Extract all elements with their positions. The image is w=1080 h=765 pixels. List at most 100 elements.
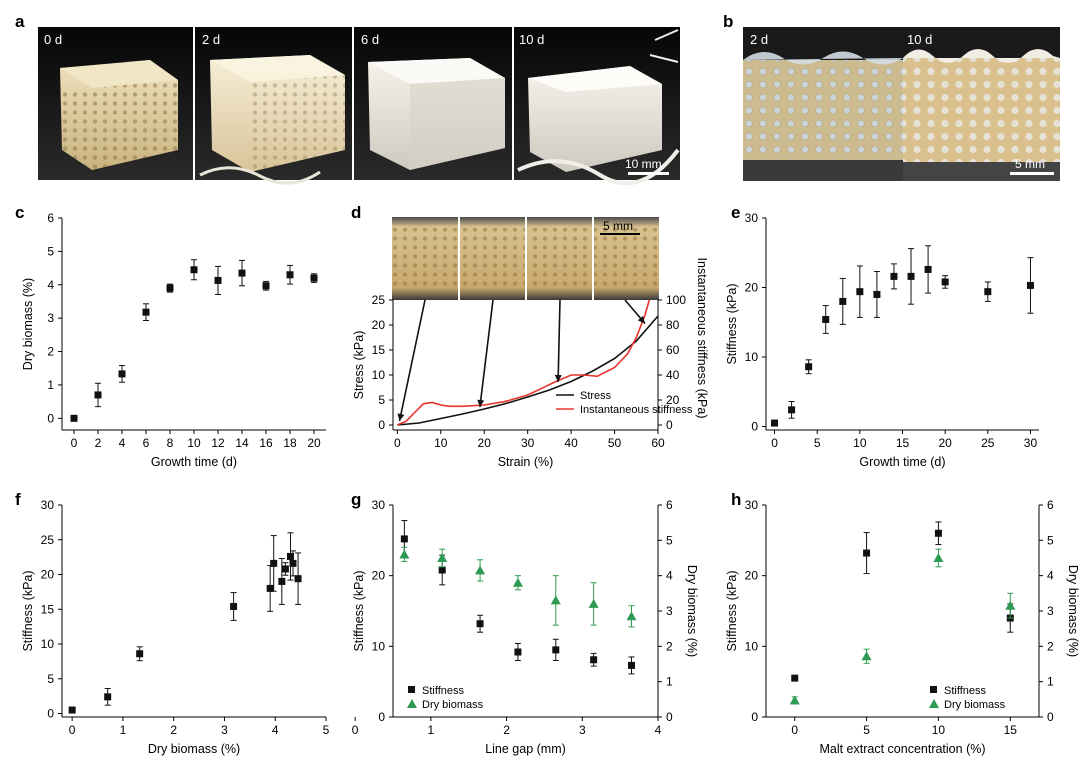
y-tick-label: 5 — [47, 244, 54, 258]
x-tick-label: 8 — [167, 436, 174, 450]
annotation-arrowhead — [397, 413, 405, 421]
photo-a-10d: 10 d 10 mm — [514, 27, 680, 186]
x-tick-label: 6 — [143, 436, 150, 450]
data-point-square — [1026, 281, 1034, 289]
data-point-square — [552, 646, 560, 654]
panel-a: a 0 d 2 d 6 d — [15, 12, 680, 186]
data-point-triangle — [789, 695, 800, 705]
chart-e: e 0 5 10 15 20 25 30 0 10 20 30 Growth time (d) Stiff… — [725, 203, 1039, 469]
x-tick-label: 15 — [896, 436, 910, 450]
data-point-triangle — [626, 611, 637, 621]
y-axis-label: Stiffness (kPa) — [352, 570, 366, 651]
y-tick-label: 10 — [372, 368, 386, 382]
data-point-square — [941, 278, 949, 286]
x-tick-label: 25 — [981, 436, 995, 450]
x-tick-label: 60 — [651, 436, 665, 450]
panel-e-label: e — [731, 203, 740, 222]
annotation-arrowhead — [477, 399, 485, 407]
data-point-square — [142, 308, 150, 316]
x-tick-label: 0 — [771, 436, 778, 450]
legend-swatch — [929, 699, 939, 708]
x-tick-label: 5 — [863, 723, 870, 737]
data-point-square — [788, 406, 796, 414]
legend-label: Stiffness — [422, 685, 464, 697]
data-point-square — [266, 584, 274, 592]
data-point-square — [924, 265, 932, 273]
data-point-square — [262, 282, 270, 290]
data-point-square — [856, 288, 864, 296]
y-tick-label: 0 — [47, 411, 54, 425]
y-tick-label: 20 — [372, 569, 386, 583]
data-point-square — [286, 271, 294, 279]
y-tick-label: 4 — [47, 278, 54, 292]
photo-a-2d: 2 d — [195, 27, 352, 185]
data-point-square — [400, 535, 408, 543]
y2-axis-label: Instantaneous stiffness (kPa) — [695, 258, 709, 419]
x-tick-label: 10 — [932, 723, 946, 737]
x-axis-label: Malt extract concentration (%) — [819, 742, 985, 756]
scale-bar-a-label: 10 mm — [625, 157, 662, 171]
y2-tick-label: 2 — [666, 639, 673, 653]
y-tick-label: 0 — [751, 420, 758, 434]
y-axis-label: Stiffness (kPa) — [725, 283, 739, 364]
y-tick-label: 0 — [378, 710, 385, 724]
x-tick-label: 18 — [283, 436, 297, 450]
data-point-triangle — [861, 651, 872, 661]
y-tick-label: 30 — [745, 211, 759, 225]
y2-tick-label: 6 — [666, 498, 673, 512]
data-point-triangle — [399, 549, 410, 559]
y2-tick-label: 2 — [1047, 639, 1054, 653]
panel-a-label: a — [15, 12, 25, 31]
data-point-square — [166, 284, 174, 292]
data-point-square — [863, 549, 871, 557]
photo-b-label-0: 2 d — [750, 32, 768, 47]
y-tick-label: 30 — [41, 498, 55, 512]
data-point-square — [68, 706, 76, 714]
data-point-triangle — [588, 598, 599, 608]
y-tick-label: 10 — [372, 639, 386, 653]
data-point-square — [476, 620, 484, 628]
x-tick-label: 20 — [938, 436, 952, 450]
data-point-square — [94, 391, 102, 399]
photo-a-label-1: 2 d — [202, 32, 220, 47]
panel-g-label: g — [351, 490, 361, 509]
data-point-square — [310, 274, 318, 282]
legend-swatch — [408, 686, 415, 693]
data-point-square — [136, 650, 144, 658]
data-point-square — [514, 648, 522, 656]
y2-tick-label: 4 — [1047, 569, 1054, 583]
data-point-square — [590, 656, 598, 664]
photo-a-6d: 6 d — [354, 27, 512, 180]
data-point-square — [771, 419, 779, 427]
x-tick-label: 14 — [235, 436, 249, 450]
x-tick-label: 2 — [170, 723, 177, 737]
y2-axis-label: Dry biomass (%) — [1066, 565, 1080, 657]
x-tick-label: 0 — [352, 723, 359, 737]
annotation-arrow — [398, 299, 426, 422]
chart-f: f 0 1 2 3 4 5 0 5 10 15 20 25 30 Dry biomass (%) Stiffn… — [15, 490, 330, 756]
y2-tick-label: 1 — [666, 675, 673, 689]
y2-tick-label: 80 — [666, 318, 680, 332]
y2-tick-label: 3 — [1047, 604, 1054, 618]
legend-label: Instantaneous stiffness — [580, 404, 693, 416]
annotation-arrowhead — [554, 374, 562, 382]
legend-swatch — [930, 686, 937, 693]
scale-bar-d-label: 5 mm — [603, 219, 633, 233]
data-point-square — [805, 363, 813, 371]
y-tick-label: 20 — [372, 318, 386, 332]
data-point-triangle — [512, 577, 523, 587]
y-axis-label: Stiffness (kPa) — [725, 570, 739, 651]
data-point-square — [984, 288, 992, 296]
photo-b-2d: 2 d — [743, 27, 903, 181]
legend-label: Dry biomass — [422, 699, 484, 711]
y-tick-label: 5 — [378, 393, 385, 407]
y-tick-label: 1 — [47, 378, 54, 392]
data-point-square — [270, 559, 278, 567]
data-point-square — [294, 575, 302, 583]
data-point-square — [438, 566, 446, 574]
data-point-square — [628, 661, 635, 669]
photo-a-0d: 0 d — [38, 27, 193, 180]
